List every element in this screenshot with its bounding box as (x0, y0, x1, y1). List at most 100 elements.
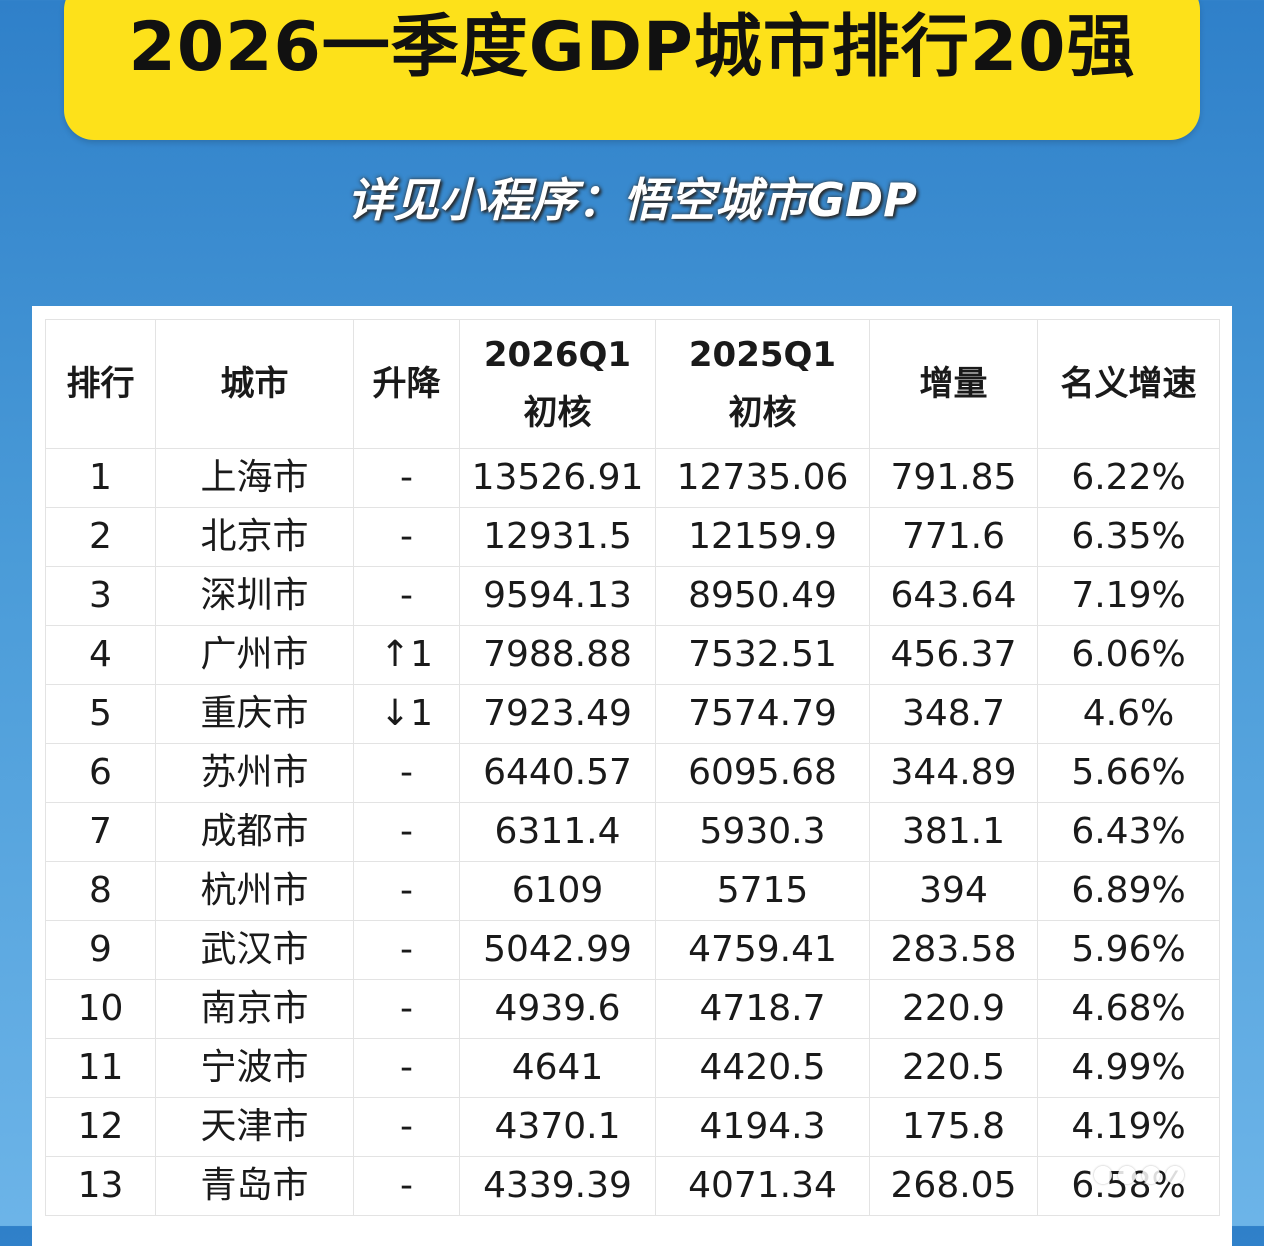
table-row: 13 青岛市 -4339.39 4071.34 268.05 6.58% (45, 1156, 1220, 1216)
header-label: 城市 (220, 364, 289, 404)
cell-gdp-2026q1: 13526.91 (459, 448, 656, 508)
table-row: 10 南京市 -4939.6 4718.7 220.9 4.68% (45, 979, 1220, 1039)
header-growth-rate: 名义增速 (1037, 319, 1220, 449)
cell-gdp-2025q1: 4194.3 (655, 1097, 870, 1157)
cell-increase: 456.37 (869, 625, 1038, 685)
table-row: 4 广州市 ↑1 7988.88 7532.51 456.37 6.06% (45, 625, 1220, 685)
cell-gdp-2025q1: 4759.41 (655, 920, 870, 980)
cell-rank: 2 (45, 507, 156, 567)
cell-gdp-2026q1: 4641 (459, 1038, 656, 1098)
cell-gdp-2026q1: 4370.1 (459, 1097, 656, 1157)
cell-change: - (353, 1156, 460, 1216)
header-label: 2026Q1 (483, 335, 632, 375)
cell-rank: 11 (45, 1038, 156, 1098)
watermark-dot (1142, 1166, 1160, 1184)
cell-gdp-2026q1: 6109 (459, 861, 656, 921)
page-title: 2026一季度GDP城市排行20强 (128, 8, 1136, 87)
table-row: 1 上海市 -13526.91 12735.06 791.85 6.22% (45, 448, 1220, 508)
header-gdp-2026q1: 2026Q1 初核 (459, 319, 656, 449)
cell-city: 重庆市 (155, 684, 354, 744)
cell-change: - (353, 743, 460, 803)
cell-increase: 348.7 (869, 684, 1038, 744)
cell-gdp-2025q1: 5930.3 (655, 802, 870, 862)
page-subtitle: 详见小程序：悟空城市GDP (347, 173, 917, 227)
cell-rank: 5 (45, 684, 156, 744)
cell-rank: 8 (45, 861, 156, 921)
cell-change: - (353, 566, 460, 626)
cell-growth-rate: 5.96% (1037, 920, 1220, 980)
cell-rank: 4 (45, 625, 156, 685)
cell-city: 苏州市 (155, 743, 354, 803)
header-label: 2025Q1 (688, 335, 837, 375)
cell-increase: 220.5 (869, 1038, 1038, 1098)
table-row: 3 深圳市 -9594.13 8950.49 643.64 7.19% (45, 566, 1220, 626)
cell-gdp-2025q1: 7574.79 (655, 684, 870, 744)
cell-increase: 394 (869, 861, 1038, 921)
cell-gdp-2026q1: 7988.88 (459, 625, 656, 685)
watermark-dot (1118, 1166, 1136, 1184)
cell-growth-rate: 6.89% (1037, 861, 1220, 921)
cell-rank: 7 (45, 802, 156, 862)
cell-city: 南京市 (155, 979, 354, 1039)
cell-city: 深圳市 (155, 566, 354, 626)
cell-increase: 643.64 (869, 566, 1038, 626)
table-row: 2 北京市 -12931.5 12159.9 771.6 6.35% (45, 507, 1220, 567)
title-banner: 2026一季度GDP城市排行20强 (64, 0, 1200, 140)
cell-increase: 344.89 (869, 743, 1038, 803)
cell-increase: 381.1 (869, 802, 1038, 862)
cell-growth-rate: 4.68% (1037, 979, 1220, 1039)
header-city: 城市 (155, 319, 354, 449)
cell-gdp-2025q1: 6095.68 (655, 743, 870, 803)
cell-change: - (353, 802, 460, 862)
cell-increase: 268.05 (869, 1156, 1038, 1216)
cell-gdp-2026q1: 9594.13 (459, 566, 656, 626)
header-label: 初核 (523, 393, 592, 433)
cell-rank: 10 (45, 979, 156, 1039)
header-label: 初核 (728, 393, 797, 433)
cell-growth-rate: 5.66% (1037, 743, 1220, 803)
cell-change: - (353, 920, 460, 980)
cell-increase: 220.9 (869, 979, 1038, 1039)
cell-city: 广州市 (155, 625, 354, 685)
cell-growth-rate: 6.06% (1037, 625, 1220, 685)
cell-rank: 1 (45, 448, 156, 508)
table-row: 11 宁波市 -4641 4420.5 220.5 4.99% (45, 1038, 1220, 1098)
cell-gdp-2026q1: 7923.49 (459, 684, 656, 744)
watermark-dot (1166, 1166, 1184, 1184)
cell-gdp-2025q1: 7532.51 (655, 625, 870, 685)
cell-rank: 12 (45, 1097, 156, 1157)
cell-city: 武汉市 (155, 920, 354, 980)
cell-growth-rate: 6.22% (1037, 448, 1220, 508)
cell-change: ↓1 (353, 684, 460, 744)
cell-growth-rate: 4.19% (1037, 1097, 1220, 1157)
table-row: 9 武汉市 -5042.99 4759.41 283.58 5.96% (45, 920, 1220, 980)
cell-city: 天津市 (155, 1097, 354, 1157)
cell-increase: 771.6 (869, 507, 1038, 567)
cell-gdp-2026q1: 5042.99 (459, 920, 656, 980)
table-card: 排行 城市 升降 2026Q1 初核 2025Q1 初核 增量 名义增速 1 上海市 -13526.… (32, 306, 1232, 1246)
table-body: 1 上海市 -13526.91 12735.06 791.85 6.22% 2 北京市 -129… (45, 448, 1220, 1216)
cell-city: 北京市 (155, 507, 354, 567)
cell-change: - (353, 1038, 460, 1098)
cell-gdp-2026q1: 4339.39 (459, 1156, 656, 1216)
cell-gdp-2025q1: 12735.06 (655, 448, 870, 508)
cell-gdp-2026q1: 6311.4 (459, 802, 656, 862)
table-row: 8 杭州市 -6109 5715 394 6.89% (45, 861, 1220, 921)
cell-gdp-2026q1: 12931.5 (459, 507, 656, 567)
cell-change: - (353, 1097, 460, 1157)
cell-change: - (353, 979, 460, 1039)
cell-growth-rate: 6.35% (1037, 507, 1220, 567)
table-row: 7 成都市 -6311.4 5930.3 381.1 6.43% (45, 802, 1220, 862)
cell-gdp-2025q1: 4420.5 (655, 1038, 870, 1098)
cell-gdp-2025q1: 12159.9 (655, 507, 870, 567)
cell-city: 宁波市 (155, 1038, 354, 1098)
cell-increase: 791.85 (869, 448, 1038, 508)
cell-gdp-2026q1: 6440.57 (459, 743, 656, 803)
cell-increase: 283.58 (869, 920, 1038, 980)
cell-gdp-2025q1: 5715 (655, 861, 870, 921)
cell-city: 上海市 (155, 448, 354, 508)
cell-growth-rate: 6.43% (1037, 802, 1220, 862)
header-rank: 排行 (45, 319, 156, 449)
cell-rank: 13 (45, 1156, 156, 1216)
cell-gdp-2026q1: 4939.6 (459, 979, 656, 1039)
